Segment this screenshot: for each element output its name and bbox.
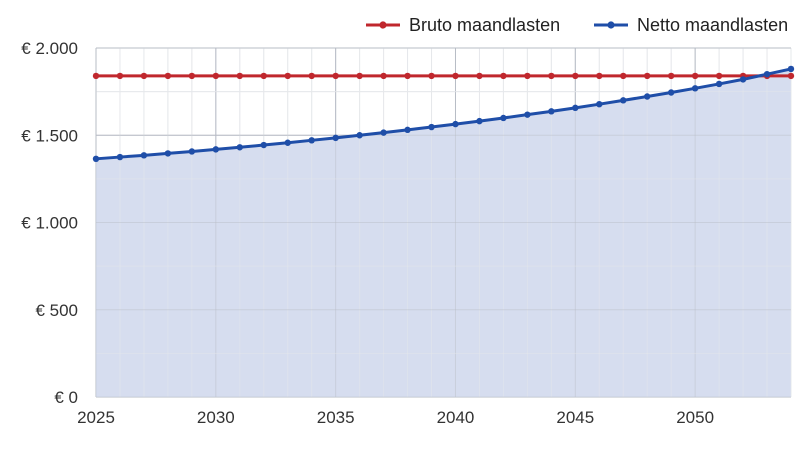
data-point-bruto bbox=[452, 72, 459, 80]
series-lines bbox=[95, 67, 792, 161]
data-point-netto bbox=[500, 114, 507, 122]
data-point-bruto bbox=[524, 72, 531, 80]
legend-label-bruto: Bruto maandlasten bbox=[409, 15, 560, 35]
data-point-bruto bbox=[212, 72, 220, 80]
data-point-bruto bbox=[404, 72, 411, 80]
data-point-netto bbox=[380, 129, 387, 136]
data-point-bruto bbox=[284, 72, 291, 80]
data-point-bruto bbox=[644, 72, 651, 80]
x-tick-label: 2030 bbox=[197, 408, 235, 427]
data-point-netto bbox=[308, 137, 315, 144]
data-point-netto bbox=[260, 141, 267, 149]
data-point-netto bbox=[476, 117, 483, 125]
data-point-netto bbox=[524, 111, 531, 118]
area-fills bbox=[95, 47, 792, 398]
data-point-bruto bbox=[332, 72, 339, 80]
data-point-netto bbox=[284, 139, 291, 146]
data-point-bruto bbox=[596, 72, 603, 80]
series-line-netto bbox=[95, 67, 792, 161]
data-point-netto bbox=[787, 65, 795, 73]
y-tick-label: € 2.000 bbox=[21, 39, 78, 58]
y-tick-label: € 0 bbox=[54, 388, 78, 407]
data-point-bruto bbox=[476, 72, 483, 80]
data-point-netto bbox=[644, 93, 651, 100]
data-point-netto bbox=[428, 123, 435, 131]
x-tick-label: 2050 bbox=[676, 408, 714, 427]
data-point-netto bbox=[763, 70, 771, 78]
data-point-bruto bbox=[620, 72, 627, 80]
data-point-bruto bbox=[308, 72, 315, 80]
data-point-bruto bbox=[116, 72, 124, 80]
data-point-netto bbox=[92, 155, 100, 163]
data-point-netto bbox=[620, 97, 627, 104]
data-point-netto bbox=[596, 100, 603, 108]
legend-marker-bruto bbox=[379, 21, 387, 29]
data-point-netto bbox=[140, 152, 148, 159]
data-point-netto bbox=[548, 108, 555, 115]
data-point-bruto bbox=[140, 72, 148, 80]
x-tick-label: 2035 bbox=[317, 408, 355, 427]
data-point-bruto bbox=[548, 72, 555, 80]
data-point-netto bbox=[572, 104, 579, 112]
data-point-netto bbox=[452, 120, 459, 128]
data-point-netto bbox=[164, 150, 172, 157]
x-tick-label: 2045 bbox=[556, 408, 594, 427]
x-tick-label: 2025 bbox=[77, 408, 115, 427]
data-point-netto bbox=[188, 148, 196, 155]
data-point-bruto bbox=[572, 72, 579, 80]
legend-label-netto: Netto maandlasten bbox=[637, 15, 788, 35]
legend: Bruto maandlasten Netto maandlasten bbox=[366, 15, 788, 35]
data-point-bruto bbox=[667, 72, 675, 80]
data-point-netto bbox=[236, 144, 243, 151]
legend-marker-netto bbox=[607, 21, 615, 29]
y-tick-label: € 1.000 bbox=[21, 214, 78, 233]
data-point-bruto bbox=[787, 72, 795, 80]
data-point-netto bbox=[212, 146, 220, 153]
area-fill-netto bbox=[96, 68, 791, 397]
data-point-bruto bbox=[356, 72, 363, 80]
x-tick-label: 2040 bbox=[437, 408, 475, 427]
data-point-netto bbox=[715, 80, 723, 88]
data-point-bruto bbox=[260, 72, 267, 80]
data-point-netto bbox=[404, 126, 411, 134]
data-point-netto bbox=[739, 76, 747, 83]
data-point-netto bbox=[691, 85, 699, 92]
data-point-bruto bbox=[236, 72, 243, 80]
data-point-netto bbox=[356, 132, 363, 139]
data-point-netto bbox=[116, 153, 124, 161]
data-point-netto bbox=[667, 89, 675, 96]
series-points bbox=[92, 65, 795, 163]
data-point-netto bbox=[332, 134, 339, 142]
data-point-bruto bbox=[92, 72, 100, 80]
data-point-bruto bbox=[164, 72, 172, 80]
data-point-bruto bbox=[188, 72, 196, 80]
y-axis: € 0 € 500 € 1.000 € 1.500 € 2.000 bbox=[21, 39, 78, 407]
data-point-bruto bbox=[380, 72, 387, 80]
y-tick-label: € 500 bbox=[35, 301, 78, 320]
data-point-bruto bbox=[500, 72, 507, 80]
y-tick-label: € 1.500 bbox=[21, 126, 78, 145]
x-axis: 2025 2030 2035 2040 2045 2050 bbox=[77, 408, 714, 427]
data-point-bruto bbox=[691, 72, 699, 80]
data-point-bruto bbox=[428, 72, 435, 80]
data-point-bruto bbox=[715, 72, 723, 80]
